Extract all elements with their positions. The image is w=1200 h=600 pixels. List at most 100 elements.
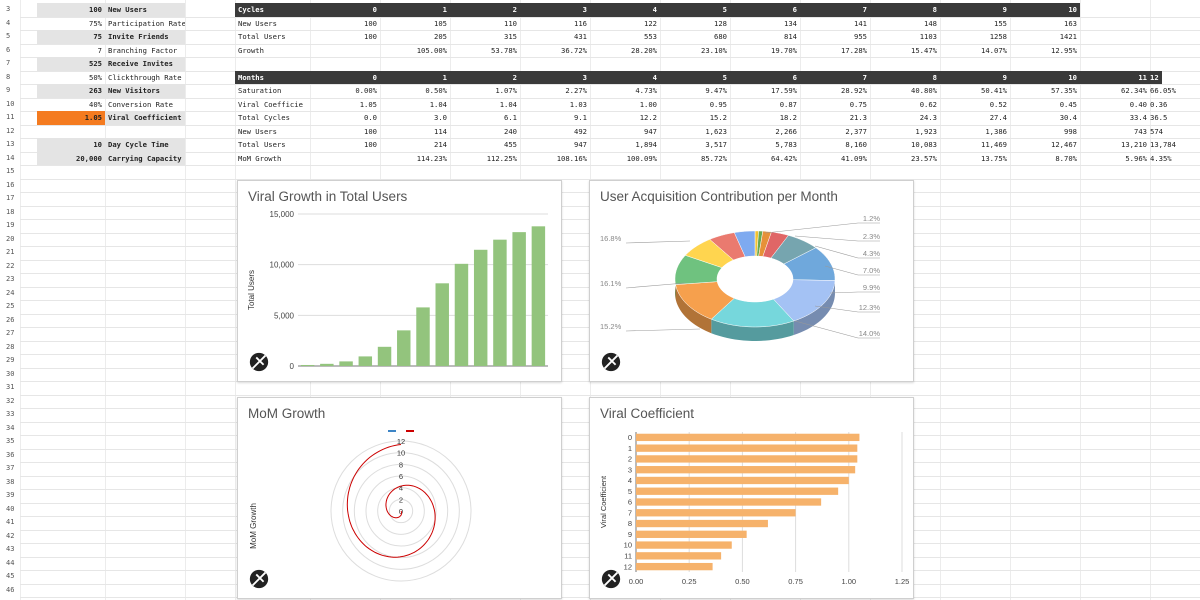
input-value-cell[interactable]: 40%	[89, 99, 102, 109]
table-cell[interactable]: 1,386	[985, 126, 1007, 136]
table-cell[interactable]: 14.07%	[981, 45, 1007, 55]
table-cell[interactable]: 1.07%	[495, 86, 517, 95]
table-cell[interactable]: Growth	[238, 45, 264, 55]
table-cell[interactable]: 13,210	[1121, 140, 1147, 149]
row-number[interactable]: 17	[6, 194, 15, 202]
table-cell[interactable]: 9.47%	[705, 86, 727, 95]
row-number[interactable]: 22	[6, 261, 15, 270]
row-number[interactable]: 19	[6, 221, 15, 229]
row-number[interactable]: 16	[6, 180, 15, 189]
table-cell[interactable]: 50.41%	[981, 86, 1007, 95]
row-number[interactable]: 29	[6, 356, 15, 364]
table-cell[interactable]: 1,623	[705, 126, 727, 136]
table-cell[interactable]: 5,783	[775, 140, 797, 149]
table-header-cell[interactable]: Months	[235, 70, 310, 84]
table-header-cell[interactable]: 11	[1080, 70, 1150, 84]
table-header-cell[interactable]: 1	[380, 3, 450, 17]
input-value-cell[interactable]: 50%	[89, 72, 102, 82]
row-number[interactable]: 39	[6, 491, 15, 499]
table-header-cell[interactable]: Cycles	[235, 3, 310, 17]
table-cell[interactable]: New Users	[238, 126, 277, 136]
table-header-cell[interactable]: 12	[1150, 70, 1162, 84]
table-cell[interactable]: 9.1	[574, 113, 587, 122]
table-cell[interactable]: 1,894	[635, 140, 657, 149]
table-cell[interactable]: 11,469	[981, 140, 1007, 149]
row-number[interactable]: 36	[6, 450, 15, 459]
table-cell[interactable]: 0.62	[919, 99, 937, 109]
input-value-cell[interactable]: 100	[37, 3, 105, 17]
table-cell[interactable]: 1103	[919, 32, 937, 41]
table-cell[interactable]: 21.3	[849, 113, 867, 122]
table-cell[interactable]: 315	[504, 32, 517, 41]
input-label-cell[interactable]: Day Cycle Time	[105, 138, 185, 152]
table-cell[interactable]: 141	[854, 18, 867, 28]
table-cell[interactable]: 1.04	[429, 99, 447, 109]
table-cell[interactable]: 15.2	[709, 113, 727, 122]
table-header-cell[interactable]: 2	[450, 70, 520, 84]
input-value-cell[interactable]: 75%	[89, 18, 102, 28]
table-header-cell[interactable]: 9	[940, 70, 1010, 84]
table-cell[interactable]: 680	[714, 32, 727, 41]
table-cell[interactable]: 148	[924, 18, 937, 28]
table-cell[interactable]: 0.95	[709, 99, 727, 109]
table-cell[interactable]: 40.80%	[911, 86, 937, 95]
table-cell[interactable]: 0.87	[779, 99, 797, 109]
table-cell[interactable]: 0.00%	[355, 86, 377, 95]
table-cell[interactable]: 5.96%	[1125, 153, 1147, 163]
row-number[interactable]: 32	[6, 396, 15, 405]
table-header-cell[interactable]: 10	[1010, 70, 1080, 84]
table-header-cell[interactable]: 7	[800, 70, 870, 84]
table-cell[interactable]: 743	[1134, 126, 1147, 136]
table-cell[interactable]: 0.45	[1059, 99, 1077, 109]
input-label-cell[interactable]: Invite Friends	[105, 30, 185, 44]
table-cell[interactable]: Viral Coefficie	[238, 99, 303, 109]
table-cell[interactable]: 33.4	[1129, 113, 1147, 122]
row-number[interactable]: 24	[6, 288, 15, 297]
table-cell[interactable]: 3.0	[434, 113, 447, 122]
row-number[interactable]: 9	[6, 86, 11, 94]
table-cell[interactable]: 574	[1150, 126, 1163, 136]
table-cell[interactable]: 1.04	[499, 99, 517, 109]
table-cell[interactable]: 8,160	[845, 140, 867, 149]
row-number[interactable]: 23	[6, 275, 15, 283]
table-header-cell[interactable]: 9	[940, 3, 1010, 17]
table-cell[interactable]: 214	[434, 140, 447, 149]
input-label-cell[interactable]: New Visitors	[105, 84, 185, 98]
row-number[interactable]: 7	[6, 59, 11, 67]
table-cell[interactable]: Saturation	[238, 86, 282, 95]
table-cell[interactable]: 0.40	[1129, 99, 1147, 109]
table-cell[interactable]: 36.72%	[561, 45, 587, 55]
table-cell[interactable]: 110	[504, 18, 517, 28]
table-cell[interactable]: 0.36	[1150, 99, 1168, 109]
table-cell[interactable]: Total Cycles	[238, 113, 290, 122]
table-cell[interactable]: 240	[504, 126, 517, 136]
row-number[interactable]: 15	[6, 167, 15, 175]
table-cell[interactable]: 455	[504, 140, 517, 149]
table-cell[interactable]: 0.0	[364, 113, 377, 122]
row-number[interactable]: 14	[6, 153, 15, 162]
input-label-cell[interactable]: Carrying Capacity	[105, 151, 185, 165]
table-cell[interactable]: 2,266	[775, 126, 797, 136]
table-cell[interactable]: Total Users	[238, 140, 286, 149]
table-cell[interactable]: 492	[574, 126, 587, 136]
table-cell[interactable]: 30.4	[1059, 113, 1077, 122]
row-number[interactable]: 5	[6, 32, 11, 40]
table-cell[interactable]: 2.27%	[565, 86, 587, 95]
row-number[interactable]: 40	[6, 504, 15, 513]
row-number[interactable]: 41	[6, 518, 15, 526]
table-header-cell[interactable]: 4	[590, 70, 660, 84]
table-cell[interactable]: 947	[574, 140, 587, 149]
table-cell[interactable]: 3,517	[705, 140, 727, 149]
table-cell[interactable]: 28.92%	[841, 86, 867, 95]
table-cell[interactable]: 116	[574, 18, 587, 28]
table-cell[interactable]: 12,467	[1051, 140, 1077, 149]
input-value-cell[interactable]: 75	[37, 30, 105, 44]
table-cell[interactable]: 41.09%	[841, 153, 867, 163]
table-cell[interactable]: 1.03	[569, 99, 587, 109]
table-header-cell[interactable]: 4	[590, 3, 660, 17]
table-cell[interactable]: 13,784	[1150, 140, 1176, 149]
table-header-cell[interactable]: 8	[870, 3, 940, 17]
table-cell[interactable]: 1,923	[915, 126, 937, 136]
table-cell[interactable]: 1258	[989, 32, 1007, 41]
table-cell[interactable]: 100	[364, 32, 377, 41]
